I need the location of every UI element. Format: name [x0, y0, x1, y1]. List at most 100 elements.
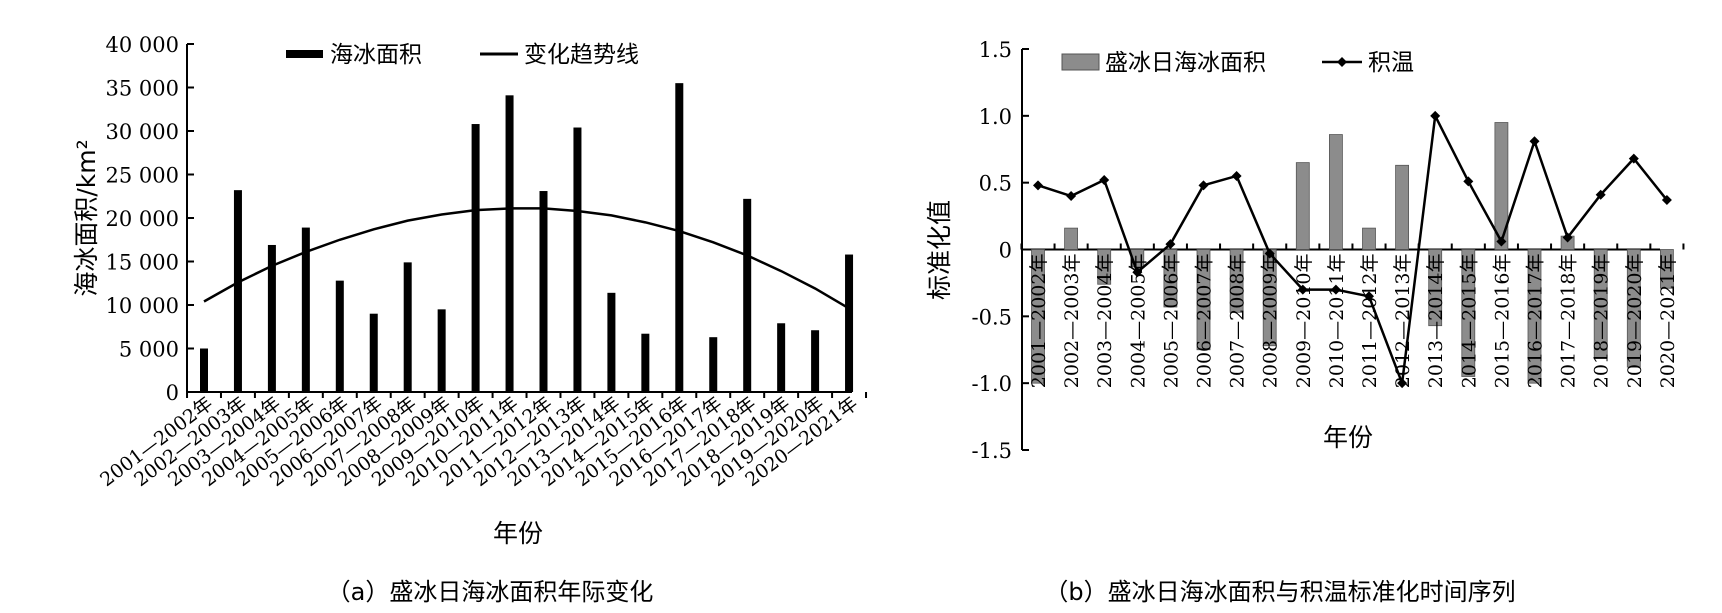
chart-b-category-label: 2009—2010年: [1293, 254, 1315, 389]
chart-a-bar: [200, 348, 208, 392]
chart-a-y-tick-label: 30 000: [106, 120, 179, 144]
chart-b-bar: [1097, 249, 1112, 285]
chart-b-category-label: 2013—2014年: [1425, 254, 1447, 389]
chart-b-line-point: [1198, 180, 1209, 191]
chart-a-bar: [335, 280, 344, 392]
chart-b-legend-marker: [1337, 57, 1347, 67]
chart-b-line-point: [1066, 191, 1077, 202]
chart-b-bar: [1031, 249, 1045, 384]
chart-b-category-label: 2017—2018年: [1558, 254, 1580, 389]
chart-b-y-axis-title: 标准化值: [925, 200, 954, 300]
chart-a-y-tick-label: 0: [166, 381, 179, 405]
chart-b-y-tick-label: -0.5: [972, 305, 1013, 329]
chart-b-bar: [1660, 249, 1674, 289]
chart-b-x-axis-title: 年份: [1323, 423, 1373, 452]
chart-b-caption: （b）盛冰日海冰面积与积温标准化时间序列: [1044, 578, 1515, 606]
chart-b-y-tick-label: 1.0: [979, 105, 1012, 129]
chart-b-bar: [1428, 249, 1443, 327]
chart-a-caption: （a）盛冰日海冰面积年际变化: [327, 578, 654, 606]
chart-b-category-label: 2002—2003年: [1061, 254, 1083, 389]
chart-b-bar: [1626, 249, 1641, 368]
chart-a-bar: [539, 191, 548, 392]
chart-b-line-point: [1264, 248, 1275, 259]
chart-a-bar: [743, 198, 752, 392]
chart-a-bar: [369, 313, 378, 392]
chart-b-line-point: [1330, 284, 1341, 295]
chart-b-category-label: 2004—2005年: [1127, 254, 1149, 389]
chart-a: 0 5 000 10 000 15 000 20 000 25 000 30 000 35 0…: [72, 33, 868, 606]
chart-b-legend-label: 盛冰日海冰面积: [1105, 50, 1266, 76]
chart-a-y-tick-label: 15 000: [106, 251, 179, 275]
chart-b-bar: [1229, 249, 1244, 313]
chart-b-y-tick-label: 1.5: [979, 38, 1012, 62]
chart-b-category-label: 2010—2011年: [1326, 254, 1348, 389]
chart-b-category-label: 2014—2015年: [1458, 254, 1480, 389]
chart-b-category-label: 2007—2008年: [1227, 254, 1249, 389]
chart-b-line-point: [1132, 267, 1143, 278]
chart-b-line: [1037, 111, 1668, 384]
chart-a-y-tick-label: 10 000: [106, 294, 179, 318]
chart-b-legend-bar-swatch: [1061, 53, 1100, 71]
chart-b-category-label: 2020—2021年: [1657, 254, 1679, 389]
chart-a-bar: [573, 127, 582, 393]
chart-b-category-label: 2006—2007年: [1194, 254, 1216, 389]
chart-b-line-point: [1661, 195, 1672, 206]
chart-b-bar: [1494, 122, 1509, 250]
chart-b-bar: [1196, 249, 1211, 351]
chart-b-line-point: [1529, 136, 1540, 147]
chart-a-y-tick-label: 20 000: [106, 207, 179, 231]
chart-b-bar: [1362, 227, 1376, 250]
chart-a-bar: [777, 323, 786, 392]
chart-a-legend-label: 海冰面积: [330, 42, 422, 68]
chart-b-bar: [1461, 249, 1476, 377]
chart-b-line-point: [1165, 239, 1176, 250]
chart-a-bar: [233, 190, 242, 392]
chart-a-bar: [641, 333, 650, 392]
chart-b-bar: [1329, 134, 1343, 250]
chart-b-category-label: 2003—2004年: [1094, 254, 1116, 389]
chart-a-y-tick-label: 5 000: [119, 338, 179, 362]
chart-a-bar: [607, 292, 616, 392]
chart-b: 1.5 1.0 0.5 0 -0.5 -1.0 -1.5 2001—2002年 2002—200…: [925, 38, 1685, 606]
chart-b-category-label: 2001—2002年: [1028, 254, 1050, 389]
chart-b-bar: [1064, 227, 1078, 250]
chart-b-category-label: 2005—2006年: [1160, 254, 1182, 389]
chart-a-bar: [845, 254, 854, 392]
chart-b-category-label: 2012—2013年: [1392, 254, 1414, 389]
chart-a-bar: [437, 309, 446, 392]
chart-a-y-tick-label: 25 000: [106, 164, 179, 188]
chart-b-category-label: 2019—2020年: [1624, 254, 1646, 389]
chart-a-y-tick-label: 40 000: [106, 33, 179, 57]
chart-b-line-point: [1628, 153, 1639, 164]
chart-b-line-point: [1430, 110, 1441, 121]
chart-b-line-point: [1297, 284, 1308, 295]
chart-b-bar: [1593, 249, 1608, 359]
chart-b-bar: [1395, 164, 1409, 250]
chart-a-bar: [505, 95, 514, 392]
chart-b-y-tick-label: 0: [999, 239, 1012, 263]
chart-b-line-point: [1496, 236, 1507, 247]
chart-a-legend-bar-swatch: [286, 50, 323, 58]
chart-a-bar: [811, 330, 820, 392]
chart-a-bar: [267, 244, 276, 392]
chart-a-y-axis-title: 海冰面积/km²: [72, 139, 101, 296]
chart-b-category-label: 2008—2009年: [1260, 254, 1282, 389]
chart-a-trend-line: [203, 207, 850, 310]
chart-b-line-point: [1099, 174, 1110, 185]
chart-b-y-tick-label: -1.0: [972, 372, 1013, 396]
chart-a-legend-label: 变化趋势线: [524, 42, 639, 68]
chart-a-y-tick-label: 35 000: [106, 77, 179, 101]
chart-b-bar: [1295, 162, 1310, 250]
chart-b-bar: [1163, 249, 1178, 308]
chart-b-line-point: [1364, 291, 1374, 302]
chart-b-line-point: [1463, 176, 1474, 187]
chart-a-bar: [471, 124, 480, 392]
chart-a-x-axis-title: 年份: [493, 519, 543, 548]
chart-a-bar: [403, 262, 412, 392]
chart-b-category-label: 2015—2016年: [1491, 254, 1513, 389]
chart-b-line-point: [1033, 180, 1043, 191]
chart-b-category-label: 2011—2012年: [1359, 254, 1381, 389]
chart-b-legend-label: 积温: [1368, 50, 1414, 76]
chart-a-bar: [709, 337, 718, 392]
